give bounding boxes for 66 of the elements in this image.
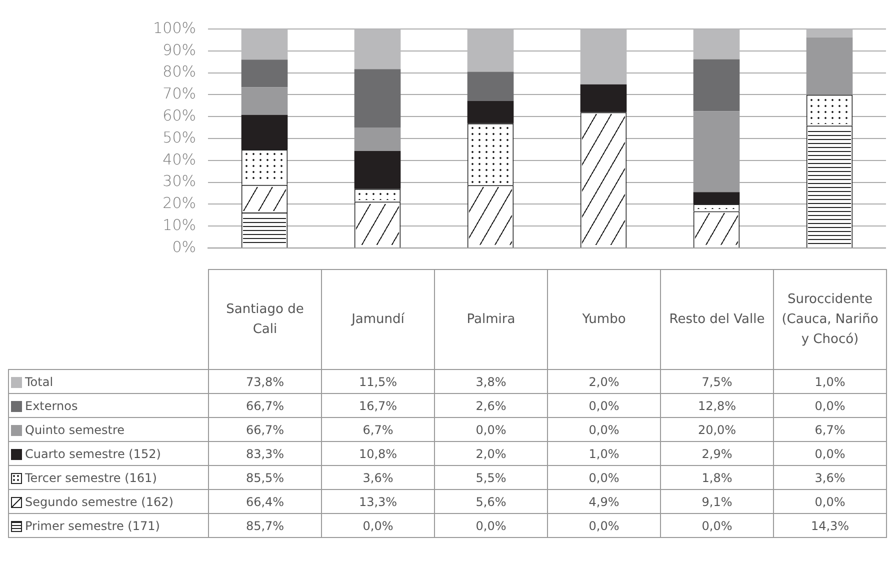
- y-tick-label: 10%: [162, 216, 196, 234]
- text: 1,0%: [548, 442, 660, 466]
- text: 16,7%: [322, 394, 434, 418]
- text: 4,9%: [548, 490, 660, 514]
- legend-label: Externos: [25, 398, 78, 412]
- text: 0,0%: [774, 394, 886, 418]
- text: 2,9%: [660, 442, 774, 466]
- legend-label: Primer semestre (171): [25, 518, 160, 532]
- legend-label: Total: [25, 374, 54, 388]
- text: 10,8%: [322, 442, 434, 466]
- text: 66,7%: [208, 394, 322, 418]
- text: 6,7%: [322, 418, 434, 442]
- text: 83,3%: [208, 442, 322, 466]
- text: 0,0%: [322, 514, 434, 538]
- text: 2,6%: [434, 394, 548, 418]
- text: 66,7%: [208, 418, 322, 442]
- text: 20,0%: [660, 418, 774, 442]
- x-tick-label: Santiago de Cali: [208, 270, 322, 370]
- x-tick-label: Suroccidente (Cauca, Nariño y Chocó): [774, 270, 886, 370]
- y-tick-label: 30%: [162, 172, 196, 190]
- text: 73,8%: [208, 370, 322, 394]
- y-tick-label: 100%: [153, 18, 196, 37]
- y-tick-label: 20%: [162, 194, 196, 212]
- y-tick-label: 0%: [172, 238, 196, 256]
- x-tick-label: Resto del Valle: [660, 270, 774, 370]
- text: 5,5%: [434, 466, 548, 490]
- y-tick-label: 80%: [162, 62, 196, 81]
- text: 7,5%: [660, 370, 774, 394]
- text: 0,0%: [548, 514, 660, 538]
- text: 3,8%: [434, 370, 548, 394]
- y-tick-label: 60%: [162, 106, 196, 124]
- text: 0,0%: [774, 442, 886, 466]
- y-tick-label: 90%: [162, 40, 196, 59]
- x-tick-label: Jamundí: [322, 270, 434, 370]
- y-tick-label: 70%: [162, 84, 196, 103]
- text: 0,0%: [548, 418, 660, 442]
- text: 66,4%: [208, 490, 322, 514]
- legend-label: Tercer semestre (161): [25, 470, 157, 484]
- text: 5,6%: [434, 490, 548, 514]
- text: 11,5%: [322, 370, 434, 394]
- text: 0,0%: [660, 514, 774, 538]
- text: 85,7%: [208, 514, 322, 538]
- text: 3,6%: [774, 466, 886, 490]
- text: 0,0%: [548, 394, 660, 418]
- text: 13,3%: [322, 490, 434, 514]
- x-tick-label: Yumbo: [548, 270, 660, 370]
- text: 0,0%: [434, 514, 548, 538]
- y-tick-label: 50%: [162, 128, 196, 146]
- legend-label: Quinto semestre: [25, 422, 125, 436]
- text: 2,0%: [548, 370, 660, 394]
- text: 0,0%: [434, 418, 548, 442]
- text: 12,8%: [660, 394, 774, 418]
- text: 2,0%: [434, 442, 548, 466]
- text: 0,0%: [774, 490, 886, 514]
- text: 85,5%: [208, 466, 322, 490]
- text: 1,0%: [774, 370, 886, 394]
- text: 9,1%: [660, 490, 774, 514]
- text: 6,7%: [774, 418, 886, 442]
- x-tick-label: Palmira: [434, 270, 548, 370]
- legend-label: Segundo semestre (162): [25, 494, 174, 508]
- text: 0,0%: [548, 466, 660, 490]
- y-tick-label: 40%: [162, 150, 196, 168]
- text: 1,8%: [660, 466, 774, 490]
- text: 14,3%: [774, 514, 886, 538]
- text: 3,6%: [322, 466, 434, 490]
- legend-label: Cuarto semestre (152): [25, 446, 161, 460]
